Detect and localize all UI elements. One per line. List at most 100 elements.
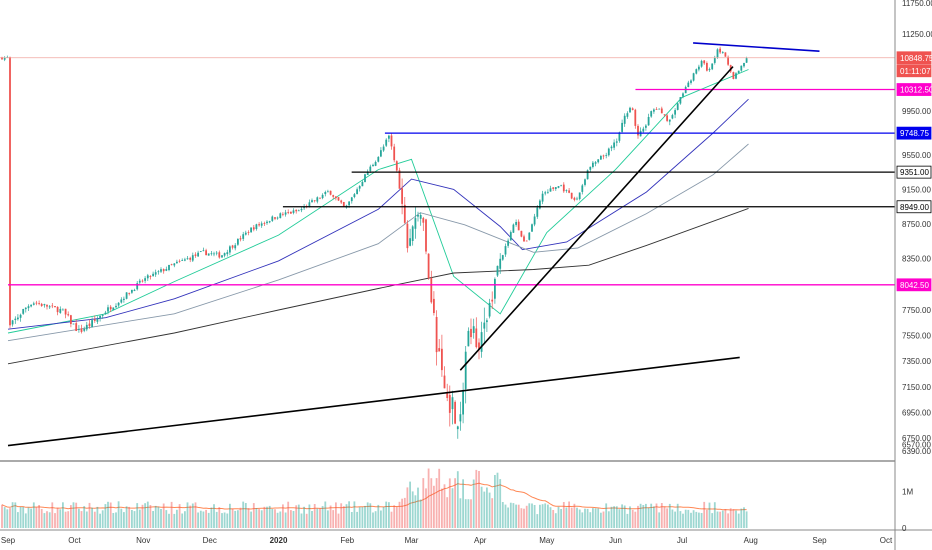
time-tick-label: Oct — [68, 536, 81, 545]
volume-bar — [88, 502, 91, 528]
trend-line-recovery-trendline[interactable] — [459, 66, 734, 371]
volume-bar — [337, 513, 340, 528]
trend-lines[interactable] — [7, 42, 820, 447]
candle-body — [698, 66, 700, 70]
candle-body — [626, 113, 629, 117]
volume-bar — [456, 471, 459, 528]
volume-bar — [104, 504, 107, 528]
candle-body — [647, 117, 650, 126]
candle-body — [186, 258, 189, 260]
volume-bar — [430, 478, 433, 528]
price-tick-label: 9950.00 — [902, 107, 931, 116]
volume-bar — [176, 509, 178, 528]
volume-bar — [515, 504, 517, 528]
level-price-tag: 8042.50 — [900, 281, 929, 290]
volume-bar — [242, 501, 245, 528]
volume-bar — [154, 505, 157, 528]
volume-bar — [653, 506, 655, 528]
volume-bar — [494, 475, 496, 528]
volume-bar — [43, 513, 46, 528]
volume-bar — [544, 503, 547, 528]
volume-bar — [324, 501, 327, 528]
candle-body — [695, 69, 698, 74]
volume-axis[interactable]: 1M 0 — [902, 487, 913, 533]
volume-bar — [592, 508, 594, 528]
volume-bar — [266, 506, 268, 528]
candle-body — [287, 212, 290, 213]
candle-body — [154, 272, 157, 275]
volume-bar — [213, 504, 215, 528]
candle-body — [218, 252, 221, 258]
volume-bar — [109, 502, 112, 528]
candle-body — [480, 332, 483, 352]
moving-average-line — [7, 98, 749, 330]
candle-body — [528, 232, 531, 240]
volume-moving-average — [1, 482, 747, 511]
price-tick-label: 8750.00 — [902, 220, 931, 229]
price-axis[interactable]: 11750.00 11250.00 9950.00 9550.00 9150.00 875… — [902, 0, 932, 456]
level-price-tag-background — [896, 165, 932, 179]
volume-bar — [162, 503, 165, 528]
candle-body — [109, 306, 112, 310]
candle-body — [162, 269, 165, 272]
volume-bar — [237, 510, 239, 528]
time-tick-label: Aug — [744, 536, 758, 545]
trend-line-upper-resistance[interactable] — [693, 42, 820, 52]
trend-line-long-term-support[interactable] — [7, 356, 740, 447]
candle-body — [737, 70, 740, 74]
candle-body — [517, 221, 520, 231]
volume-bar — [51, 502, 54, 528]
volume-bar — [732, 509, 735, 528]
volume-bar — [395, 506, 398, 528]
volume-bar — [96, 506, 99, 528]
level-price-tag-background — [896, 200, 932, 214]
bar-countdown-tag-background — [896, 64, 932, 78]
volume-bar — [483, 491, 486, 528]
volume-bar — [101, 510, 104, 528]
volume-bar — [366, 502, 369, 528]
volume-bar — [321, 506, 324, 528]
candle-body — [544, 192, 547, 194]
volume-bar — [560, 509, 562, 528]
volume-bar — [607, 511, 610, 528]
volume-bar — [223, 512, 226, 528]
volume-bar — [186, 502, 189, 528]
volume-bar — [165, 510, 168, 528]
volume-bar — [247, 508, 250, 528]
volume-bar — [578, 509, 581, 528]
volume-bar — [724, 509, 727, 528]
candle-body — [600, 156, 602, 160]
time-axis[interactable]: Sep Oct Nov Dec 2020 Feb Mar Apr May Jun Jul Aug Sep… — [1, 536, 893, 545]
volume-bar — [613, 506, 615, 528]
candle-body — [607, 148, 610, 156]
last-price-tag-background — [896, 51, 932, 65]
volume-bar — [719, 511, 721, 528]
volume-bar — [144, 503, 146, 528]
moving-averages — [7, 69, 749, 365]
volume-bar — [523, 508, 525, 528]
volume-bar — [584, 508, 586, 528]
candle-body — [602, 155, 605, 157]
candle-body — [679, 97, 682, 104]
candle-body — [618, 132, 621, 141]
volume-bar — [684, 509, 687, 528]
volume-bar — [459, 498, 462, 528]
horizontal-levels[interactable] — [0, 57, 895, 286]
candle-body — [467, 330, 470, 347]
price-tick-label: 7150.00 — [902, 383, 931, 392]
candle-body — [676, 103, 679, 110]
candle-body — [515, 222, 517, 225]
candle-body — [247, 232, 250, 233]
candle-body — [152, 273, 154, 277]
candle-body — [496, 265, 499, 276]
candle-body — [237, 239, 239, 245]
candle-body — [560, 185, 562, 187]
volume-bar — [168, 513, 170, 528]
candle-body — [38, 303, 40, 304]
candle-body — [101, 314, 104, 316]
volume-bar — [600, 512, 602, 528]
candle-body — [144, 278, 146, 281]
volume-bar — [260, 510, 263, 528]
volume-bar — [729, 508, 732, 528]
